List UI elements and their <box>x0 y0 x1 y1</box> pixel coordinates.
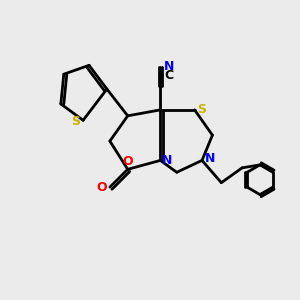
Text: C: C <box>164 69 173 82</box>
Text: O: O <box>122 155 133 168</box>
Text: N: N <box>164 60 174 73</box>
Text: S: S <box>71 115 80 128</box>
Text: N: N <box>162 154 172 167</box>
Text: S: S <box>198 103 207 116</box>
Text: N: N <box>205 152 215 165</box>
Text: O: O <box>96 181 107 194</box>
